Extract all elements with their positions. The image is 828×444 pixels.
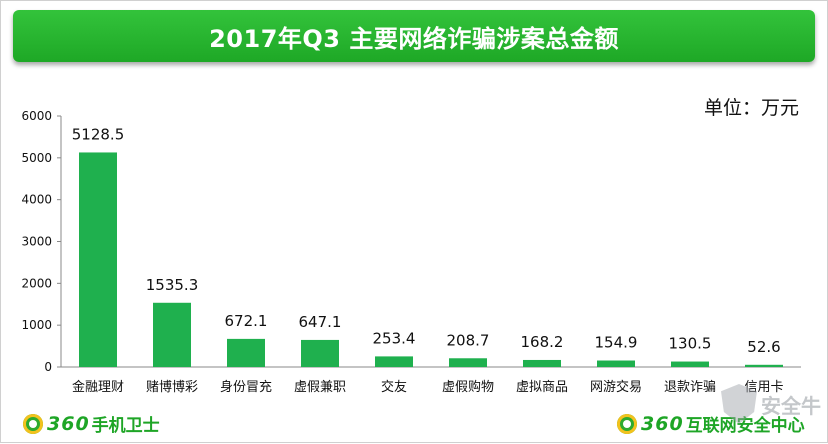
data-label: 647.1 <box>299 313 342 331</box>
bar-退款诈骗 <box>671 361 709 367</box>
y-tick-label: 3000 <box>21 235 52 249</box>
watermark-text: 安全牛 <box>761 393 821 418</box>
data-label: 208.7 <box>447 331 490 349</box>
bar-信用卡 <box>745 364 783 367</box>
bar-虚拟商品 <box>523 359 561 367</box>
data-label: 1535.3 <box>146 276 199 294</box>
data-label: 253.4 <box>373 329 416 347</box>
brand-360-mobile-guard: 360 手机卫士 <box>23 411 160 436</box>
bar-金融理财 <box>79 152 117 367</box>
brand-right-number: 360 <box>641 412 684 435</box>
360-logo-icon <box>617 413 637 434</box>
y-tick-label: 5000 <box>21 151 52 165</box>
data-label: 168.2 <box>521 333 564 351</box>
x-tick-label: 赌博博彩 <box>146 380 198 395</box>
x-tick-label: 退款诈骗 <box>664 380 716 395</box>
data-label: 672.1 <box>225 312 268 330</box>
x-tick-label: 金融理财 <box>72 379 124 395</box>
bar-交友 <box>375 356 413 367</box>
brand-right-text: 互联网安全中心 <box>685 416 805 436</box>
data-label: 130.5 <box>669 335 712 353</box>
bar-虚假兼职 <box>301 339 339 367</box>
brand-360-security-center: 360 互联网安全中心 <box>617 411 805 436</box>
data-label: 52.6 <box>747 338 780 356</box>
y-tick-label: 1000 <box>21 318 52 332</box>
unit-label: 单位：万元 <box>703 97 799 119</box>
x-tick-label: 虚拟商品 <box>516 380 568 395</box>
data-label: 5128.5 <box>72 125 125 143</box>
y-tick-label: 4000 <box>21 193 52 207</box>
bar-网游交易 <box>597 360 635 367</box>
bar-赌博博彩 <box>153 302 191 367</box>
x-tick-label: 虚假购物 <box>442 379 494 395</box>
360-logo-icon <box>23 413 43 434</box>
title-banner: 2017年Q3 主要网络诈骗涉案总金额 <box>13 10 815 62</box>
watermark: 安全牛 <box>721 384 821 424</box>
y-tick-label: 2000 <box>21 276 52 290</box>
bar-身份冒充 <box>227 338 265 367</box>
x-tick-label: 网游交易 <box>590 379 642 395</box>
x-tick-label: 信用卡 <box>744 380 783 395</box>
x-tick-label: 虚假兼职 <box>294 380 346 395</box>
brand-left-text: 手机卫士 <box>91 416 160 436</box>
y-tick-label: 6000 <box>21 109 52 123</box>
x-tick-label: 身份冒充 <box>220 379 272 395</box>
brand-left-number: 360 <box>47 412 90 435</box>
x-tick-label: 交友 <box>381 379 407 395</box>
shield-icon <box>721 384 757 424</box>
data-label: 154.9 <box>595 334 638 352</box>
y-tick-label: 0 <box>44 360 52 374</box>
bar-虚假购物 <box>449 358 487 367</box>
chart-title: 2017年Q3 主要网络诈骗涉案总金额 <box>209 24 619 53</box>
